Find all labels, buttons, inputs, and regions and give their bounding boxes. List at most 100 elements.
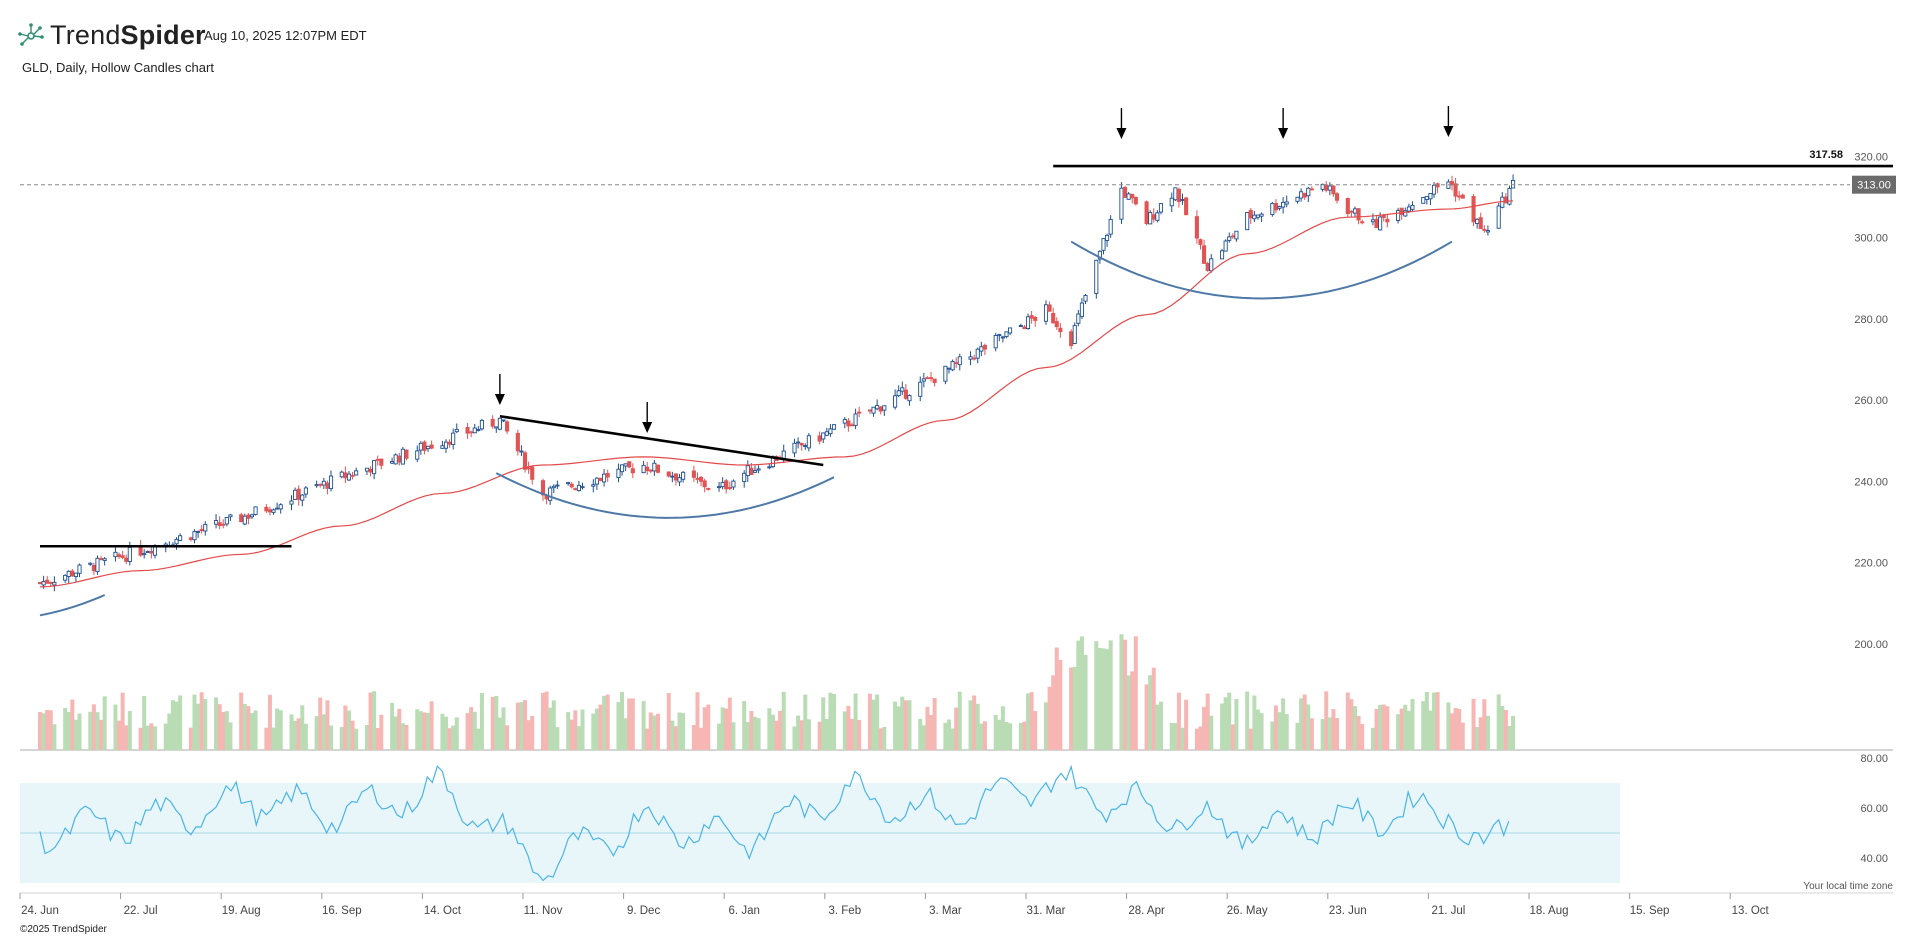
- candle-body: [1370, 219, 1375, 223]
- candle-body: [997, 334, 1002, 337]
- candle-body: [1083, 295, 1088, 302]
- candle-body: [580, 486, 585, 489]
- volume-bar: [530, 715, 535, 750]
- volume-bar: [817, 721, 822, 750]
- candle-body: [418, 442, 423, 451]
- volume-bar: [900, 696, 905, 750]
- candle-body: [350, 474, 355, 477]
- volume-bar: [893, 701, 898, 750]
- candle-body: [551, 485, 556, 489]
- volume-bar: [242, 703, 247, 750]
- volume-bar: [325, 700, 330, 750]
- candle-body: [88, 562, 93, 565]
- candle-body: [893, 395, 898, 408]
- price-tick-label: 220.00: [1854, 558, 1888, 570]
- candle-body: [720, 481, 725, 488]
- candle-body: [846, 420, 851, 427]
- volume-bar: [1097, 648, 1102, 750]
- volume-bar: [469, 707, 474, 750]
- volume-bar: [641, 701, 646, 750]
- volume-bar: [52, 724, 57, 750]
- volume-bar: [1270, 721, 1275, 750]
- candle-body: [1105, 234, 1110, 241]
- volume-bar: [451, 725, 456, 750]
- volume-bar: [404, 724, 409, 750]
- candle-body: [48, 582, 53, 584]
- volume-bar: [1029, 692, 1034, 750]
- candle-body: [454, 429, 459, 433]
- candle-body: [124, 557, 129, 562]
- volume-bar: [1126, 675, 1131, 750]
- candle-body: [271, 509, 276, 513]
- volume-bar: [591, 713, 596, 750]
- volume-bar: [1184, 699, 1189, 750]
- volume-bar: [415, 709, 420, 750]
- volume-bar: [1205, 693, 1210, 750]
- candle-body: [364, 467, 370, 472]
- volume-bar: [1123, 639, 1128, 750]
- candle-body: [479, 419, 484, 430]
- candle-body: [1360, 221, 1365, 224]
- candle-body: [242, 515, 247, 525]
- candle-body: [188, 537, 193, 540]
- volume-bar: [1083, 654, 1088, 750]
- volume-bar: [1349, 699, 1354, 750]
- volume-bar: [214, 697, 219, 750]
- candle-body: [217, 522, 222, 527]
- down-arrow-icon: [1278, 108, 1289, 139]
- candle-body: [817, 435, 822, 442]
- volume-bar: [1302, 694, 1307, 750]
- volume-bar: [677, 712, 682, 750]
- candle-body: [37, 582, 43, 584]
- volume-bar: [379, 714, 384, 750]
- volume-bar: [1173, 723, 1178, 750]
- candle-body: [1284, 201, 1289, 205]
- candle-body: [1277, 206, 1282, 209]
- trendline: [499, 414, 824, 467]
- candle-body: [1230, 235, 1235, 238]
- volume-bar: [896, 706, 901, 750]
- volume-bar: [1424, 692, 1429, 750]
- candle-body: [440, 445, 445, 449]
- volume-bar: [673, 726, 678, 750]
- candle-body: [1043, 304, 1049, 322]
- candle-body: [443, 441, 449, 449]
- volume-bar: [1079, 636, 1084, 750]
- candle-body: [957, 356, 962, 366]
- candle-body: [1205, 263, 1210, 271]
- x-tick-label: 26. May: [1227, 905, 1268, 917]
- candle-body: [1054, 321, 1059, 328]
- volume-bar: [1446, 702, 1451, 750]
- volume-bar: [426, 712, 431, 750]
- volume-bar: [846, 705, 851, 750]
- volume-bar: [196, 703, 201, 750]
- candle-body: [1255, 214, 1261, 218]
- volume-bar: [968, 700, 973, 750]
- price-axis: 200.00 220.00 240.00 260.00 280.00 300.00 320.…: [1854, 151, 1888, 651]
- candle-body: [849, 424, 855, 427]
- volume-bar: [1432, 692, 1437, 750]
- candle-body: [127, 546, 132, 563]
- volume-bar: [199, 692, 204, 750]
- resistance-label: 317.58: [1809, 149, 1843, 161]
- volume-bar: [706, 704, 711, 750]
- candle-body: [1503, 196, 1508, 204]
- candle-body: [1349, 210, 1354, 213]
- candle-body: [968, 356, 973, 360]
- candle-body: [1101, 238, 1106, 251]
- candle-body: [1385, 218, 1390, 223]
- volume-bar: [372, 691, 377, 750]
- candle-body: [390, 461, 395, 464]
- candle-body: [41, 581, 46, 586]
- candle-body: [616, 468, 621, 478]
- candle-body: [1374, 218, 1379, 229]
- volume-bar: [1209, 715, 1214, 750]
- candle-body: [681, 471, 686, 480]
- candle-body: [875, 405, 880, 410]
- volume-bar: [1295, 722, 1300, 750]
- candle-body: [691, 470, 696, 478]
- candle-body: [641, 464, 646, 474]
- candle-body: [515, 432, 520, 452]
- candle-body: [224, 517, 229, 525]
